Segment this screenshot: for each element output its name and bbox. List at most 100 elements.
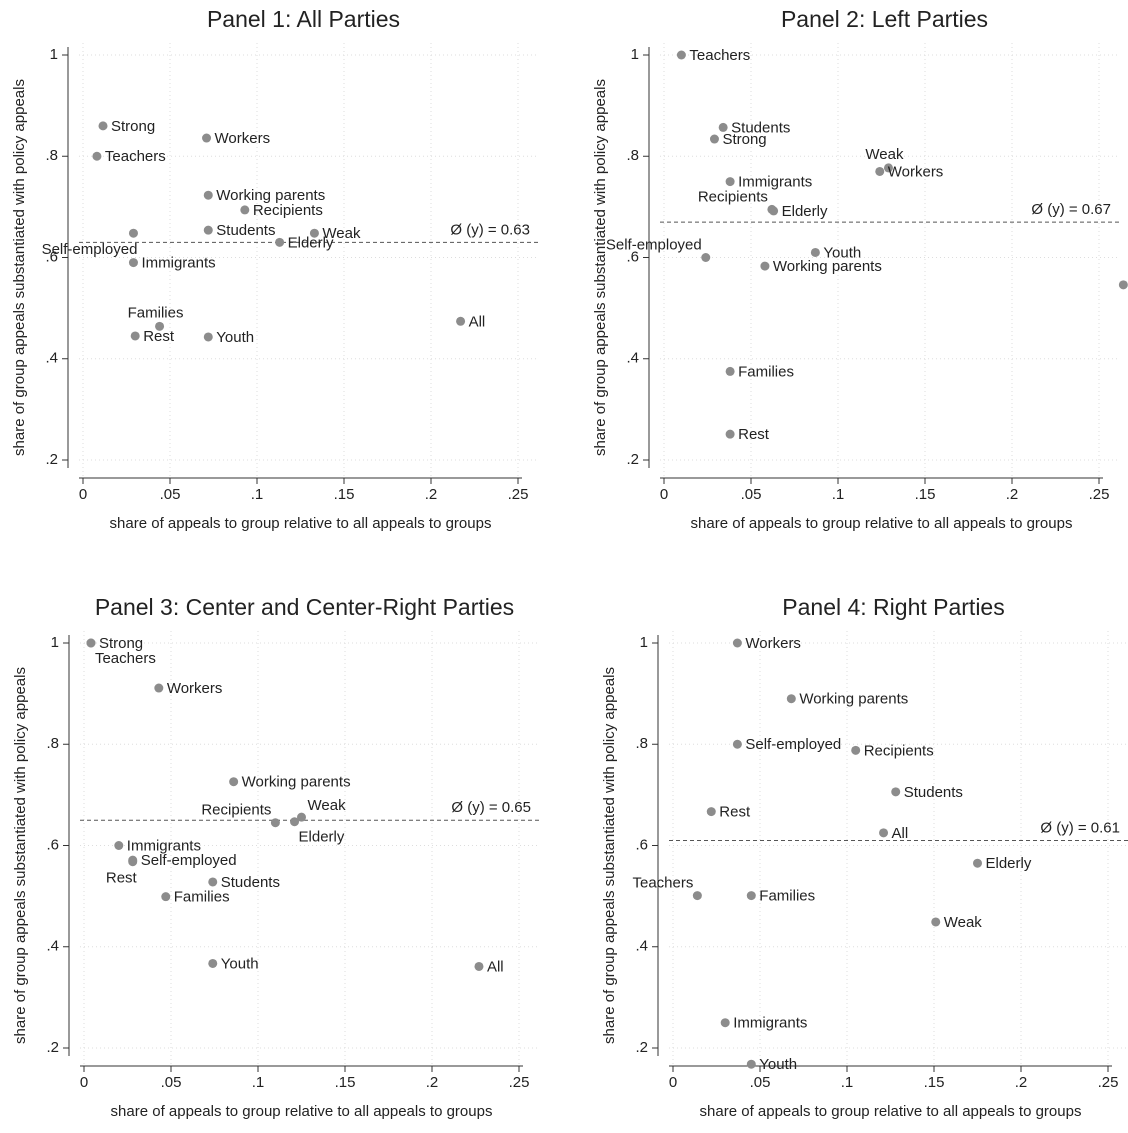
point-label: All <box>487 958 504 975</box>
point <box>203 225 213 235</box>
y-tick-label: .2 <box>635 1039 648 1056</box>
point <box>92 151 102 161</box>
point-label: Rest <box>143 328 175 345</box>
point <box>114 841 124 850</box>
x-tick-label: .2 <box>425 486 438 503</box>
point-label: Working parents <box>799 691 908 708</box>
point-label: Strong <box>111 118 155 135</box>
y-tick-label: 1 <box>631 46 639 63</box>
point <box>154 683 164 693</box>
panel-title: Panel 4: Right Parties <box>782 594 1004 620</box>
point <box>891 787 901 797</box>
point-label: All <box>469 313 486 330</box>
point-label: Recipients <box>698 188 768 205</box>
point-label: Elderly <box>986 855 1032 872</box>
x-tick-label: 0 <box>660 486 668 503</box>
y-axis-title: share of group appeals substantiated wit… <box>11 79 28 456</box>
point-label: Teachers <box>689 47 750 64</box>
point <box>208 877 218 887</box>
point <box>155 321 165 331</box>
point <box>709 134 719 144</box>
x-tick-label: .05 <box>161 1074 182 1091</box>
y-tick-label: .6 <box>635 836 648 853</box>
panel-title: Panel 2: Left Parties <box>781 6 988 32</box>
point-label: Rest <box>738 426 770 443</box>
point <box>128 857 138 867</box>
point-label: Students <box>216 222 275 239</box>
point-label: Immigrants <box>127 837 201 854</box>
point <box>128 258 138 268</box>
point-label: Students <box>731 119 790 136</box>
point-label: Strong <box>99 635 143 652</box>
x-tick-label: 0 <box>80 1074 88 1091</box>
mean-label: Ø (y) = 0.61 <box>1040 819 1120 836</box>
y-axis-title: share of group appeals substantiated wit… <box>12 667 29 1044</box>
point <box>732 638 742 648</box>
point-label: Working parents <box>216 187 325 204</box>
point-label: Students <box>221 874 280 891</box>
point <box>128 228 138 238</box>
point <box>725 177 735 187</box>
point-label: Elderly <box>288 234 334 251</box>
point-label: Teachers <box>95 650 156 667</box>
point <box>203 190 213 200</box>
point <box>676 50 686 60</box>
mean-label: Ø (y) = 0.67 <box>1031 201 1111 218</box>
point-label: Strong <box>722 131 766 148</box>
x-axis-title: share of appeals to group relative to al… <box>110 515 492 532</box>
panel-title: Panel 1: All Parties <box>207 6 400 32</box>
y-tick-label: .2 <box>626 451 639 468</box>
point <box>883 163 893 173</box>
y-tick-label: .4 <box>635 938 648 955</box>
point <box>725 429 735 439</box>
point <box>879 828 889 838</box>
point-label: Recipients <box>253 202 323 219</box>
point <box>875 166 885 176</box>
point-label: Immigrants <box>141 255 215 272</box>
point <box>931 917 941 927</box>
point-label: Teachers <box>632 875 693 892</box>
x-tick-label: .05 <box>741 486 762 503</box>
y-axis-title: share of group appeals substantiated wit… <box>592 79 609 456</box>
y-tick-label: .8 <box>635 735 648 752</box>
point-label: Families <box>174 889 230 906</box>
y-tick-label: .6 <box>626 248 639 265</box>
x-tick-label: .15 <box>915 486 936 503</box>
point <box>456 316 466 326</box>
x-tick-label: .2 <box>426 1074 439 1091</box>
point <box>208 958 218 968</box>
y-tick-label: .8 <box>46 735 59 752</box>
x-tick-label: .15 <box>335 1074 356 1091</box>
point-label: Youth <box>221 955 259 972</box>
point <box>706 807 716 817</box>
y-tick-label: .6 <box>45 248 58 265</box>
point-label: Families <box>128 304 184 321</box>
y-tick-label: .4 <box>626 350 639 367</box>
x-tick-label: .25 <box>1089 486 1110 503</box>
x-tick-label: .1 <box>252 1074 265 1091</box>
point <box>98 121 108 131</box>
point-label: Self-employed <box>745 736 841 753</box>
y-axis-title: share of group appeals substantiated wit… <box>601 667 618 1044</box>
point-label: Elderly <box>782 203 828 220</box>
point <box>746 1059 756 1069</box>
y-tick-label: .6 <box>46 836 59 853</box>
point <box>270 818 280 828</box>
x-tick-label: .25 <box>1098 1074 1119 1091</box>
point-label: Weak <box>308 797 347 814</box>
point <box>692 891 702 901</box>
x-tick-label: .05 <box>160 486 181 503</box>
x-axis-title: share of appeals to group relative to al… <box>111 1103 493 1120</box>
point <box>720 1018 730 1028</box>
x-tick-label: .2 <box>1006 486 1019 503</box>
point-label: Self-employed <box>606 236 702 253</box>
point <box>309 228 319 238</box>
point-label: Students <box>904 784 963 801</box>
point-label: Families <box>759 888 815 905</box>
point <box>130 331 140 341</box>
y-tick-label: .4 <box>46 938 59 955</box>
point-label: Working parents <box>242 774 351 791</box>
point-label: Recipients <box>864 742 934 759</box>
point <box>202 133 212 143</box>
